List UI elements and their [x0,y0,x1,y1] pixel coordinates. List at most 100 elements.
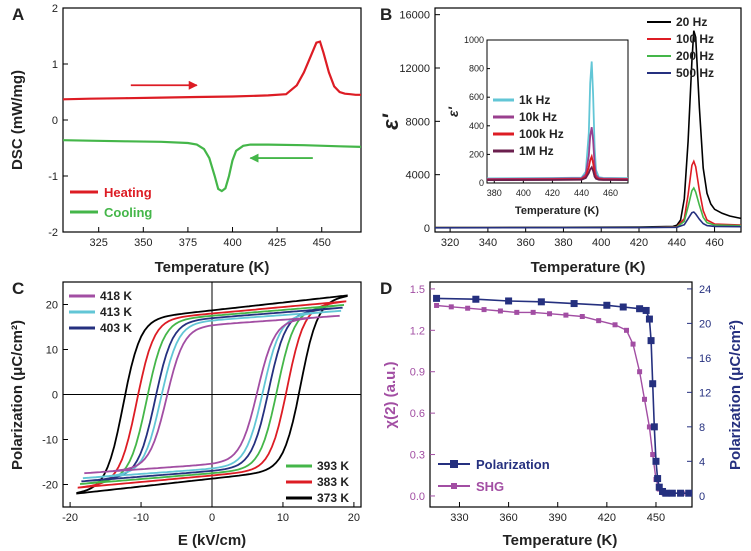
panel-d-right-ytick-label: 0 [699,491,705,503]
panel-a: A Temperature (K) DSC (mW/mg) 325 350 375 4… [9,3,362,276]
panel-c-xtick-label: 10 [277,512,289,524]
panel-d-right-ytick-label: 8 [699,422,705,434]
panel-a-xtick-label: 425 [268,237,286,249]
legend-413k-label: 413 K [100,305,132,319]
panel-a-xtick-label: 400 [223,237,241,249]
panel-b-xtick-label: 360 [516,237,534,249]
shg-marker [596,318,602,324]
panel-b-ytick-label: 12000 [399,63,430,75]
panel-d-ylabel-right: Polarization (μC/cm²) [727,320,744,470]
panel-b-ytick-label: 16000 [399,10,430,22]
inset-ytick-label: 1000 [464,35,484,45]
shg-marker [497,308,503,314]
panel-b-xtick-label: 380 [554,237,572,249]
inset-ytick-label: 600 [469,92,484,102]
panel-d-xtick-label: 360 [499,512,517,524]
panel-d-frame [429,281,693,508]
legend-cooling-label: Cooling [104,205,152,220]
panel-a-ytick-label: -2 [48,227,58,239]
legend-20hz-label: 20 Hz [676,15,707,29]
inset-xlabel: Temperature (K) [515,205,599,217]
panel-a-xtick-label: 350 [134,237,152,249]
panel-b-ylabel: ε' [378,113,403,130]
inset-ytick-label: 200 [469,149,484,159]
shg-marker [650,452,656,458]
polarization-line [436,297,689,494]
panel-d-right-ytick-label: 24 [699,284,711,296]
panel-c-ytick-label: -10 [42,435,58,447]
panel-d-right-ytick-label: 20 [699,318,711,330]
shg-marker [448,304,454,310]
panel-d-xtick-label: 450 [647,512,665,524]
panel-d-right-ytick-label: 12 [699,387,711,399]
panel-b-xtick-label: 460 [705,237,723,249]
panel-d-left-ytick-label: 1.2 [410,325,425,337]
inset-1mhz-line [486,165,629,181]
polarization-marker [655,483,663,491]
polarization-marker [649,380,657,388]
pe-loop-413k [82,309,342,480]
panel-d-xtick-label: 330 [450,512,468,524]
pe-loop-383k [77,300,347,489]
shg-marker [646,424,652,430]
inset-ytick-label: 400 [469,121,484,131]
legend-shg-label: SHG [476,479,504,494]
panel-d-left-ytick-label: 0.6 [410,408,425,420]
inset-legend-100khz-label: 100k Hz [519,127,564,141]
legend-403k-label: 403 K [100,321,132,335]
legend-200hz-label: 200 Hz [676,49,714,63]
legend-polarization-marker [450,460,458,468]
polarization-marker [619,303,627,311]
permittivity-500hz-line [434,211,742,229]
legend-100hz-label: 100 Hz [676,32,714,46]
panel-b: B Temperature (K) ε' 320 340 360 380 400 420 4… [378,5,742,276]
panel-c-ytick-label: 0 [52,390,58,402]
shg-marker [579,314,585,320]
polarization-marker [472,295,480,303]
panel-c-xtick-label: -20 [62,512,78,524]
panel-c-ytick-label: -20 [42,480,58,492]
panel-c-xtick-label: 0 [209,512,215,524]
inset-ylabel: ε' [445,106,461,117]
polarization-marker [433,294,441,302]
inset-xtick-label: 460 [603,188,618,198]
panel-a-ytick-label: 2 [52,3,58,15]
polarization-marker [537,298,545,306]
legend-393k-label: 393 K [317,459,349,473]
legend-418k-label: 418 K [100,289,132,303]
legend-shg-marker [451,483,457,489]
panel-b-xlabel: Temperature (K) [531,259,646,276]
panel-c-xtick-label: 20 [348,512,360,524]
polarization-marker [570,300,578,308]
panel-d-ylabel-left: χ(2) (a.u.) [382,362,399,429]
panel-d-left-ytick-label: 0.0 [410,491,425,503]
panel-b-xtick-label: 340 [479,237,497,249]
polarization-marker [645,315,653,323]
panel-b-ytick-label: 0 [424,223,430,235]
inset-ytick-label: 800 [469,64,484,74]
panel-c-label: C [12,279,24,298]
panel-b-xtick-label: 420 [630,237,648,249]
polarization-marker [647,337,655,345]
panel-a-ytick-label: 1 [52,59,58,71]
panel-c-xtick-label: -10 [133,512,149,524]
panel-c-ytick-label: 20 [46,300,58,312]
panel-a-ytick-label: -1 [48,171,58,183]
polarization-marker [662,489,670,497]
panel-b-xtick-label: 320 [441,237,459,249]
inset-xtick-label: 440 [574,188,589,198]
panel-d-right-ytick-label: 4 [699,456,705,468]
panel-c: C E (kV/cm) Polarization (μC/cm²) -20 -10… [9,279,362,549]
inset-xtick-label: 420 [545,188,560,198]
pe-loop-403k [81,306,343,483]
panel-d-label: D [380,279,392,298]
panel-d-xlabel: Temperature (K) [503,532,618,549]
inset-legend-1mhz-label: 1M Hz [519,144,554,158]
legend-polarization-label: Polarization [476,457,550,472]
panel-a-xtick-label: 375 [179,237,197,249]
inset-legend-10khz-label: 10k Hz [519,110,557,124]
inset-frame [486,39,629,184]
legend-373k-label: 373 K [317,491,349,505]
polarization-marker [636,305,644,313]
panel-a-xlabel: Temperature (K) [155,259,270,276]
